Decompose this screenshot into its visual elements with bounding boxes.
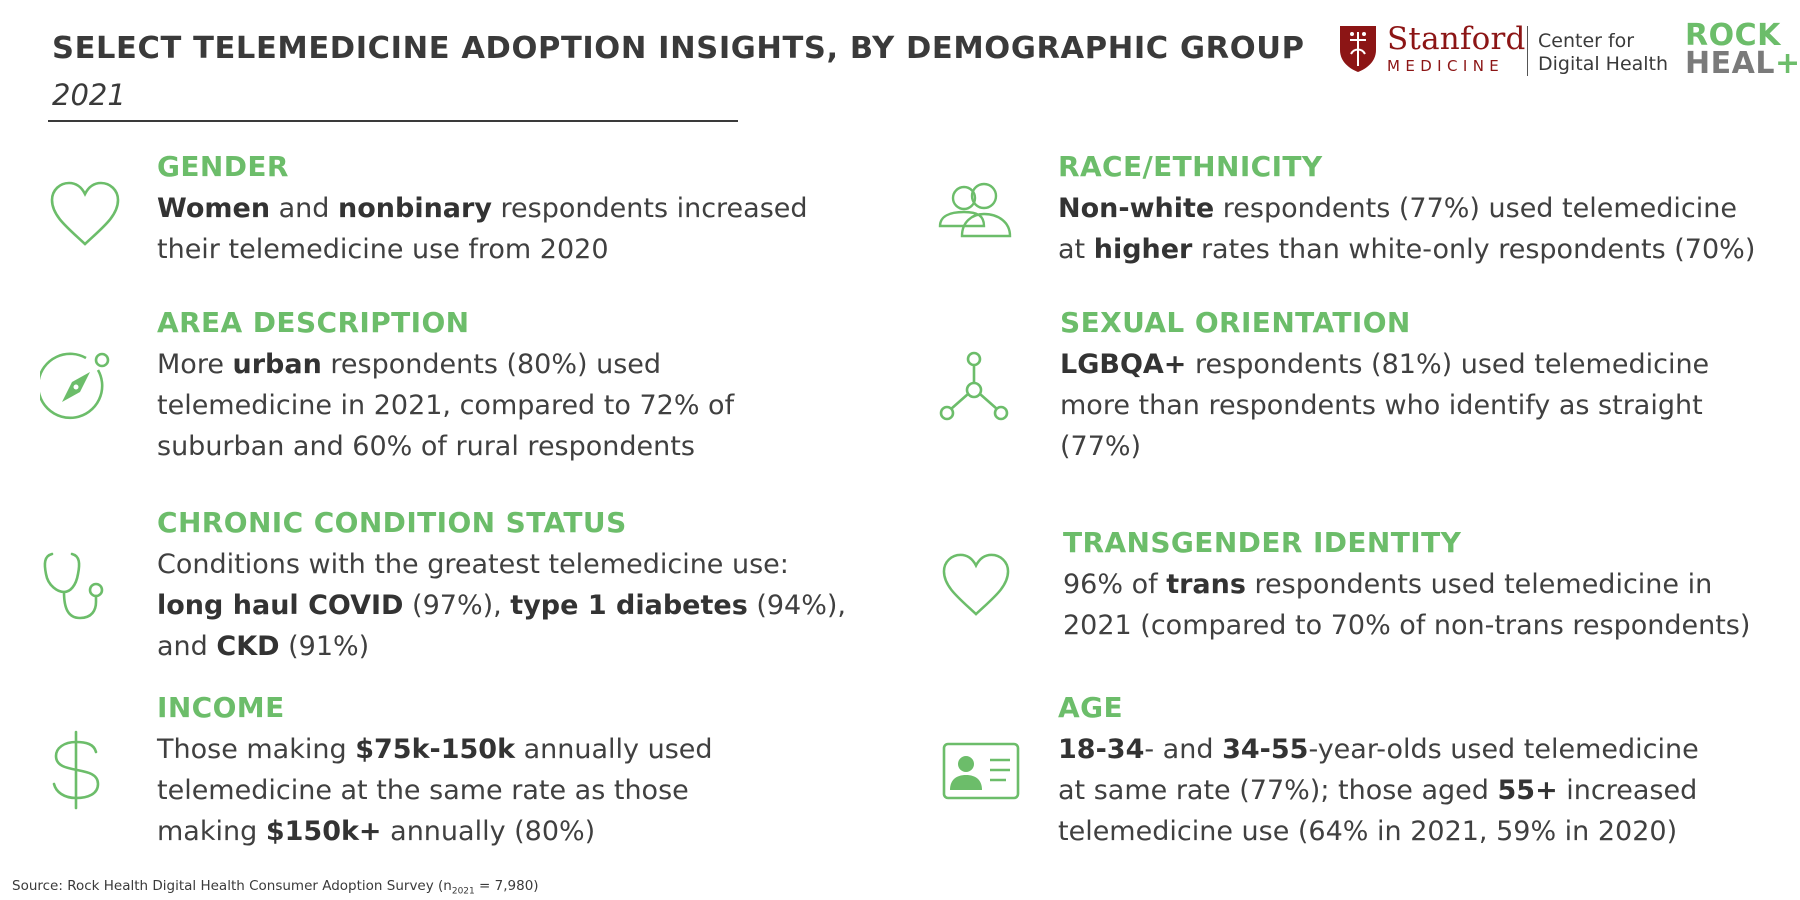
logo-divider — [1527, 26, 1528, 76]
page-subtitle: 2021 — [52, 78, 126, 112]
rock-health-logo: ROCK HEAL+H — [1685, 18, 1800, 79]
insight-text: Women and nonbinary respondents increase… — [157, 193, 808, 265]
network-icon — [939, 351, 1009, 421]
insight-income: INCOME Those making $75k-150k annually u… — [157, 691, 713, 852]
insight-heading: CHRONIC CONDITION STATUS — [157, 506, 627, 539]
rock-wordmark: ROCK — [1685, 18, 1781, 53]
stethoscope-icon — [43, 552, 104, 620]
insight-text: 18-34- and 34-55-year-olds used telemedi… — [1058, 734, 1699, 847]
insight-heading: INCOME — [157, 691, 285, 724]
insight-text: LGBQA+ respondents (81%) used telemedici… — [1060, 349, 1710, 462]
insight-race-ethnicity: RACE/ETHNICITY Non-white respondents (77… — [1058, 150, 1755, 270]
health-part-a: HEAL — [1685, 46, 1775, 81]
insight-text: Those making $75k-150k annually used tel… — [157, 734, 713, 847]
stanford-shield-icon — [1340, 26, 1376, 72]
insight-text: Non-white respondents (77%) used telemed… — [1058, 193, 1756, 265]
insight-text: 96% of trans respondents used telemedici… — [1063, 569, 1751, 641]
page-title: SELECT TELEMEDICINE ADOPTION INSIGHTS, B… — [52, 31, 1305, 66]
insight-heading: AREA DESCRIPTION — [157, 306, 470, 339]
center-digital-health-logo: Center for Digital Health — [1538, 30, 1668, 76]
insight-text: Conditions with the greatest telemedicin… — [157, 549, 847, 662]
center-line-1: Center for — [1538, 30, 1635, 52]
insight-heading: SEXUAL ORIENTATION — [1060, 306, 1411, 339]
compass-icon — [40, 352, 110, 420]
insight-heading: AGE — [1058, 691, 1123, 724]
health-plus: + — [1774, 46, 1800, 81]
insight-area-description: AREA DESCRIPTION More urban respondents … — [157, 306, 734, 467]
insight-sexual-orientation: SEXUAL ORIENTATION LGBQA+ respondents (8… — [1060, 306, 1709, 467]
insight-transgender-identity: TRANSGENDER IDENTITY 96% of trans respon… — [1063, 526, 1750, 646]
center-line-2: Digital Health — [1538, 53, 1669, 75]
stanford-medicine-wordmark: MEDICINE — [1387, 57, 1505, 75]
insight-heading: TRANSGENDER IDENTITY — [1063, 526, 1462, 559]
stanford-medicine-logo: Stanford MEDICINE — [1338, 22, 1526, 76]
insight-heading: RACE/ETHNICITY — [1058, 150, 1323, 183]
insight-gender: GENDER Women and nonbinary respondents i… — [157, 150, 808, 270]
health-wordmark: HEAL+H — [1685, 49, 1800, 79]
insight-age: AGE 18-34- and 34-55-year-olds used tele… — [1058, 691, 1699, 852]
source-note: Source: Rock Health Digital Health Consu… — [12, 878, 539, 897]
dollar-icon — [52, 730, 100, 810]
insight-chronic-condition-status: CHRONIC CONDITION STATUS Conditions with… — [157, 506, 846, 667]
heart-icon — [50, 181, 120, 246]
insight-heading: GENDER — [157, 150, 289, 183]
stanford-wordmark: Stanford — [1387, 21, 1526, 57]
title-divider — [48, 120, 738, 122]
people-icon — [938, 182, 1012, 238]
heart-icon — [942, 553, 1010, 616]
id-card-icon — [942, 742, 1020, 800]
insight-text: More urban respondents (80%) used teleme… — [157, 349, 735, 462]
